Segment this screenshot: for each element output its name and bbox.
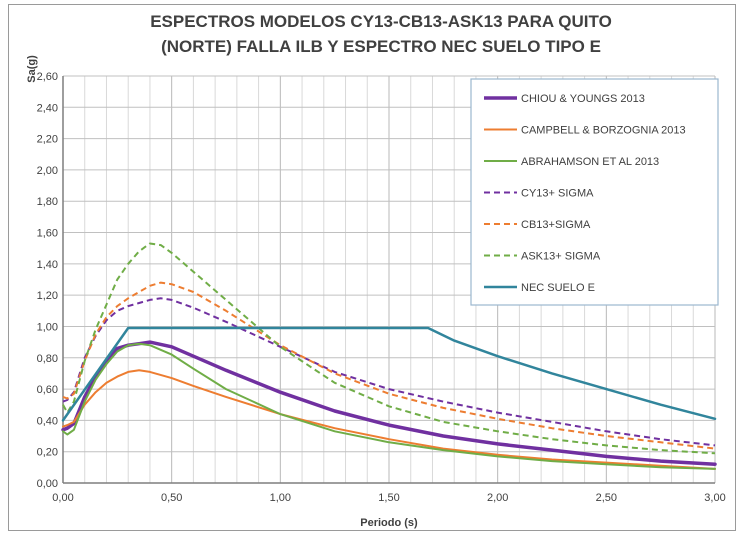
chart-title: ESPECTROS MODELOS CY13-CB13-ASK13 PARA Q… <box>150 12 612 56</box>
series-line-6 <box>62 242 716 455</box>
x-tick-label: 1,50 <box>378 492 399 504</box>
x-tick-label: 0,50 <box>161 492 182 504</box>
x-tick-label: 3,00 <box>704 492 725 504</box>
legend-box <box>470 78 719 306</box>
y-tick-label: 1,40 <box>37 259 58 271</box>
legend-label-5: CB13+SIGMA <box>521 219 591 231</box>
series-line-2 <box>62 369 716 470</box>
y-tick-label: 0,60 <box>37 384 58 396</box>
legend-label-7: NEC SUELO E <box>521 282 595 294</box>
y-tick-label: 1,20 <box>37 290 58 302</box>
legend-label-2: CAMPBELL & BORZOGNIA 2013 <box>521 125 686 137</box>
series-line-5 <box>62 281 716 450</box>
x-tick-label: 2,50 <box>596 492 617 504</box>
series-line-7 <box>61 326 717 422</box>
chart-svg: ESPECTROS MODELOS CY13-CB13-ASK13 PARA Q… <box>26 12 726 529</box>
chart-frame: ESPECTROS MODELOS CY13-CB13-ASK13 PARA Q… <box>8 4 736 531</box>
legend: CHIOU & YOUNGS 2013 CAMPBELL & BORZOGNIA … <box>470 78 719 306</box>
chart-title-line-2: (NORTE) FALLA ILB Y ESPECTRO NEC SUELO T… <box>161 37 601 56</box>
legend-label-1: CHIOU & YOUNGS 2013 <box>521 93 645 105</box>
y-tick-label: 0,20 <box>37 447 58 459</box>
y-tick-label: 1,00 <box>37 321 58 333</box>
legend-label-4: CY13+ SIGMA <box>521 188 594 200</box>
y-tick-label: 2,20 <box>37 134 58 146</box>
legend-label-6: ASK13+ SIGMA <box>521 251 601 263</box>
chart-title-line-1: ESPECTROS MODELOS CY13-CB13-ASK13 PARA Q… <box>150 12 612 31</box>
series-line-1 <box>61 340 717 466</box>
y-tick-label: 0,00 <box>37 478 58 490</box>
series-line-4 <box>62 297 716 447</box>
series-layer <box>61 242 717 470</box>
x-tick-label: 0,00 <box>52 492 73 504</box>
y-tick-label: 0,80 <box>37 353 58 365</box>
y-tick-label: 1,60 <box>37 228 58 240</box>
legend-label-3: ABRAHAMSON ET AL 2013 <box>521 156 659 168</box>
y-axis-label: Sa(g) <box>26 55 38 83</box>
y-tick-label: 2,40 <box>37 102 58 114</box>
x-tick-label: 1,00 <box>270 492 291 504</box>
series-line-3 <box>62 342 716 470</box>
x-axis-label: Periodo (s) <box>360 517 418 529</box>
y-tick-label: 2,00 <box>37 165 58 177</box>
axis-layer: 0,00 0,20 0,40 0,60 0,80 1,00 1,20 1,40 1,60 1,80… <box>37 71 726 504</box>
y-tick-label: 0,40 <box>37 415 58 427</box>
y-tick-label: 2,60 <box>37 71 58 83</box>
y-tick-label: 1,80 <box>37 196 58 208</box>
x-tick-label: 2,00 <box>487 492 508 504</box>
